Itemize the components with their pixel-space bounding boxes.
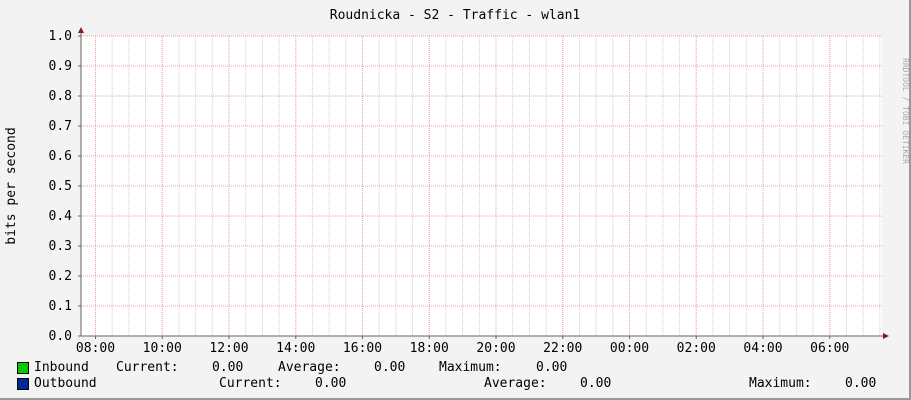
- y-tick-label: 0.5: [49, 179, 72, 194]
- x-tick-label: 12:00: [209, 341, 248, 356]
- outbound-current: 0.00: [315, 376, 347, 391]
- x-tick-label: 10:00: [143, 341, 182, 356]
- inbound-current: 0.00: [212, 360, 244, 375]
- outbound-average: 0.00: [580, 376, 612, 391]
- x-tick-label: 14:00: [276, 341, 315, 356]
- legend: Inbound Current: 0.00 Average: 0.00 Maxi…: [0, 0, 876, 391]
- y-tick-label: 0.8: [49, 89, 72, 104]
- outbound-maximum: 0.00: [845, 376, 877, 391]
- x-axis-arrow-icon: [883, 333, 889, 339]
- x-tick-label: 00:00: [610, 341, 649, 356]
- x-tick-label: 04:00: [743, 341, 782, 356]
- x-tick-label: 18:00: [410, 341, 449, 356]
- inbound-current-label: Current:: [116, 360, 179, 375]
- y-tick-label: 0.0: [49, 329, 72, 344]
- y-axis-label: bits per second: [4, 127, 19, 244]
- inbound-maximum-label: Maximum:: [439, 360, 502, 375]
- outbound-name: Outbound: [34, 376, 97, 391]
- x-tick-label: 22:00: [543, 341, 582, 356]
- y-tick-label: 0.9: [49, 59, 72, 74]
- chart-title: Roudnicka - S2 - Traffic - wlan1: [330, 8, 580, 23]
- watermark: RRDTOOL / TOBI OETIKER: [901, 58, 910, 164]
- x-tick-label: 08:00: [76, 341, 115, 356]
- y-tick-label: 0.1: [49, 299, 72, 314]
- outbound-swatch: [17, 378, 29, 390]
- inbound-swatch: [17, 362, 29, 374]
- inbound-average-label: Average:: [278, 360, 341, 375]
- y-tick-label: 0.4: [49, 209, 73, 224]
- x-tick-label: 16:00: [343, 341, 382, 356]
- outbound-maximum-label: Maximum:: [749, 376, 812, 391]
- y-tick-label: 0.7: [49, 119, 72, 134]
- legend-row-inbound: Inbound Current: 0.00 Average: 0.00 Maxi…: [0, 361, 567, 375]
- y-tick-label: 1.0: [49, 29, 72, 44]
- legend-row-outbound: Outbound Current: 0.00 Average: 0.00 Max…: [0, 377, 876, 391]
- x-tick-label: 06:00: [810, 341, 849, 356]
- y-tick-label: 0.2: [49, 269, 72, 284]
- x-tick-label: 20:00: [476, 341, 515, 356]
- outbound-current-label: Current:: [219, 376, 282, 391]
- x-tick-label: 02:00: [677, 341, 716, 356]
- inbound-name: Inbound: [34, 360, 89, 375]
- y-axis-arrow-icon: [78, 27, 84, 33]
- y-tick-label: 0.6: [49, 149, 72, 164]
- inbound-maximum: 0.00: [536, 360, 568, 375]
- y-tick-label: 0.3: [49, 239, 72, 254]
- inbound-average: 0.00: [374, 360, 406, 375]
- outbound-average-label: Average:: [484, 376, 547, 391]
